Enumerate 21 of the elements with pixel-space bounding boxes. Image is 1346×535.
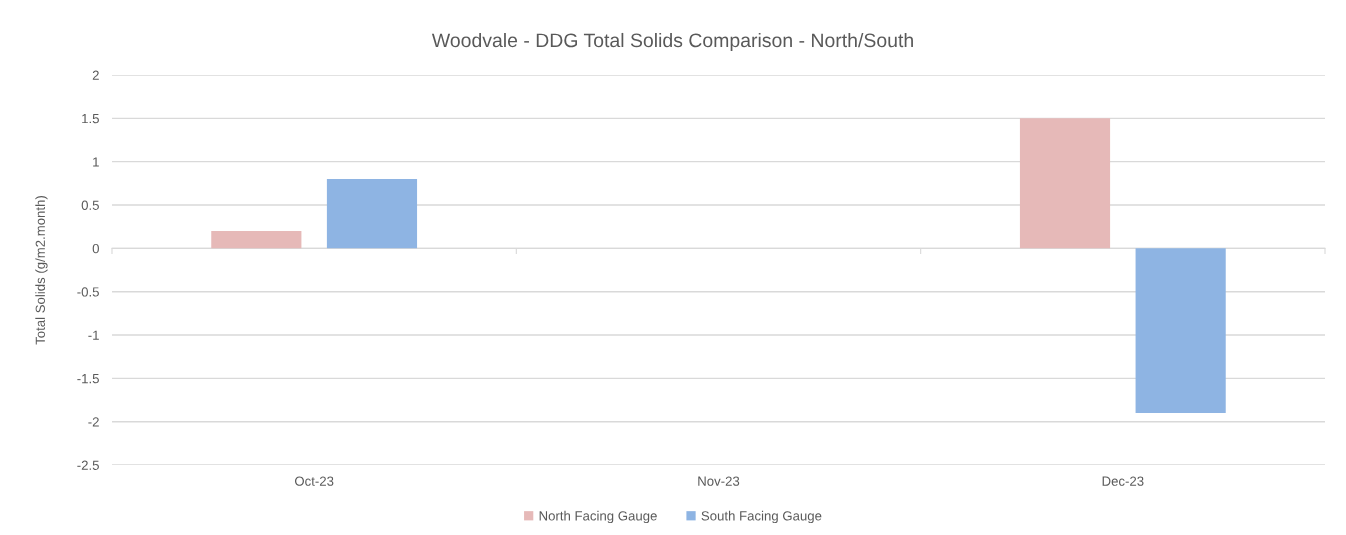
- x-tick-label: Oct-23: [294, 476, 334, 486]
- y-tick-label: 0.5: [81, 200, 99, 210]
- bar: [211, 231, 302, 249]
- legend-label: North Facing Gauge: [539, 510, 657, 524]
- y-tick-label: -2: [88, 417, 99, 427]
- chart-title: Woodvale - DDG Total Solids Comparison - North/South: [431, 32, 913, 52]
- bar: [1019, 118, 1111, 249]
- bar: [326, 179, 418, 249]
- y-tick-label: -1: [88, 330, 99, 340]
- x-tick-label: Nov-23: [698, 476, 740, 486]
- y-tick-label: -2.5: [77, 460, 99, 470]
- y-tick-label: 2: [92, 70, 99, 80]
- y-tick-label: 1: [93, 157, 99, 167]
- x-tick-label: Dec-23: [1102, 476, 1144, 486]
- bar: [1135, 248, 1226, 414]
- y-tick-label: 1.5: [82, 114, 99, 124]
- y-tick-label: 0: [92, 243, 99, 254]
- y-tick-label: -1.5: [77, 374, 99, 384]
- y-axis-title: Total Solids (g/m2.month): [35, 196, 48, 345]
- y-tick-label: -0.5: [77, 287, 99, 297]
- legend-label: South Facing Gauge: [701, 510, 822, 524]
